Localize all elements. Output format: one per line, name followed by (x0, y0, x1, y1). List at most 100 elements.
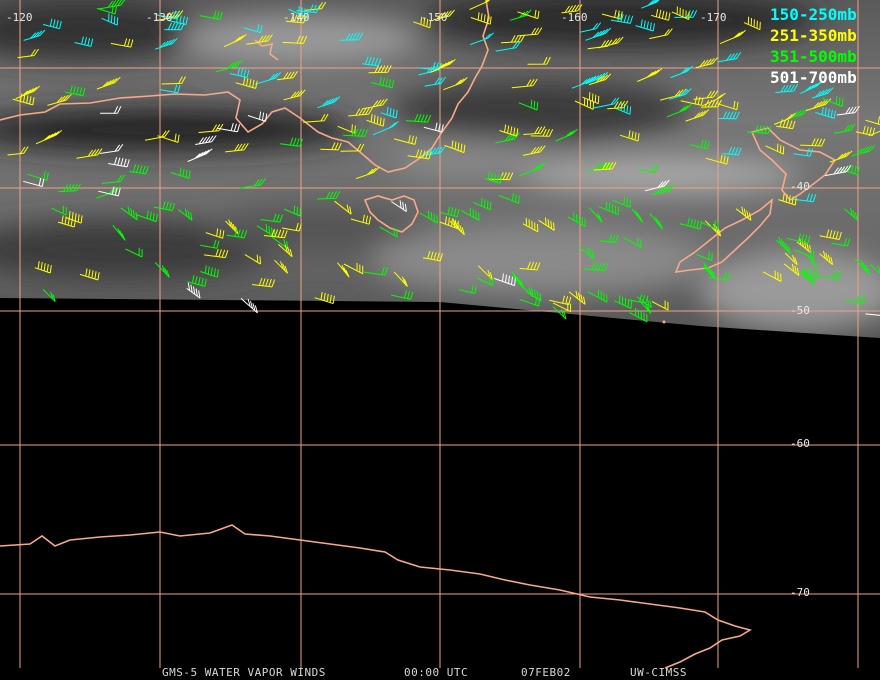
wind-barb (164, 22, 185, 31)
wind-barb (765, 143, 785, 155)
wind-barb (473, 198, 492, 211)
wind-barb (314, 291, 335, 304)
wind-barb (23, 29, 46, 41)
wind-barb (870, 264, 880, 274)
wind-barb (223, 34, 247, 48)
wind-barb (418, 64, 442, 76)
graticule-labels: -120 -130 -140 -150 -160 -170 -40 -50 -60 -70 (6, 11, 810, 599)
wind-barb (337, 124, 356, 134)
wind-barb (511, 78, 538, 89)
footer-time: 00:00 UTC (404, 666, 468, 679)
wind-barb (195, 135, 217, 145)
nz-south-coast (674, 198, 774, 273)
wind-barb (593, 161, 617, 171)
wind-barb (102, 174, 126, 184)
wind-barb (101, 13, 119, 26)
wind-barb (405, 113, 432, 123)
wind-barb (629, 307, 648, 323)
wind-barb (776, 119, 796, 130)
wind-barb (669, 88, 692, 100)
wind-barb (607, 100, 629, 110)
wind-barb (440, 206, 460, 218)
wind-barb (519, 261, 541, 271)
wind-barb (722, 146, 742, 156)
wind-barb (700, 99, 722, 108)
wind-barb (612, 196, 631, 208)
wind-barb (685, 109, 710, 122)
wind-barb (628, 294, 649, 304)
wind-barb (98, 186, 121, 197)
wind-barb (631, 208, 644, 223)
wind-barb (552, 302, 572, 313)
wind-barb (718, 111, 740, 120)
wind-barb (549, 295, 572, 306)
wind-barb (23, 177, 45, 187)
wind-barb (51, 205, 67, 216)
wind-barb (334, 200, 352, 215)
wind-barb (530, 128, 554, 137)
wind-barb (247, 111, 268, 122)
wind-barb (296, 4, 320, 13)
wind-barb (7, 146, 29, 156)
wind-barb (153, 201, 176, 212)
wind-barb (614, 102, 632, 115)
longitude-label: -150 (421, 11, 448, 24)
wind-barb (372, 121, 399, 136)
wind-barb (589, 207, 603, 223)
wind-barb (96, 5, 117, 15)
wind-barb (561, 4, 583, 14)
wind-barb (96, 76, 121, 90)
wind-barb (458, 284, 477, 294)
wind-barb (47, 93, 72, 106)
wind-barb (235, 77, 258, 89)
wind-barb (635, 19, 655, 32)
wind-barb (696, 251, 713, 262)
wind-barb (17, 48, 40, 59)
wind-barb (391, 200, 407, 213)
wind-barb (12, 93, 35, 106)
wind-barb (799, 268, 815, 286)
wind-barb (35, 129, 63, 145)
wind-barb (348, 107, 374, 117)
wind-barb (34, 261, 52, 274)
wind-barb (500, 34, 526, 44)
wind-barb (778, 193, 797, 206)
wind-barb (650, 9, 671, 21)
wind-barb (274, 259, 288, 274)
wind-barb (601, 9, 623, 20)
wind-barb (343, 128, 369, 137)
wind-barb (517, 27, 543, 37)
wind-barb (815, 106, 836, 119)
wind-barb (76, 148, 103, 159)
australia-coast (0, 0, 490, 173)
wind-barb (526, 287, 542, 302)
wind-barb (690, 139, 710, 150)
wind-barb (477, 276, 494, 287)
wind-barb (443, 77, 468, 91)
wind-barb (200, 240, 220, 249)
wind-barb (283, 89, 306, 101)
wind-barb (229, 67, 250, 78)
wind-barb (317, 96, 341, 109)
wind-barb (199, 10, 223, 21)
legend-entry: 351-500mb (770, 47, 857, 66)
wind-barb (762, 270, 782, 282)
wind-barb (379, 226, 398, 238)
wind-barb (200, 265, 219, 278)
wind-barb (568, 290, 586, 305)
wind-barb (368, 65, 392, 74)
wind-barb (794, 249, 815, 259)
wind-barb (718, 52, 742, 63)
wind-barb (99, 144, 124, 154)
legend: 150-250mb 251-350mb 351-500mb 501-700mb (770, 5, 857, 87)
wind-barb (277, 243, 293, 258)
wind-barb (217, 123, 241, 133)
wind-barb (679, 217, 703, 230)
wind-barb (839, 164, 860, 176)
wind-barb (244, 24, 263, 34)
wind-barb (170, 167, 191, 179)
wind-barb (522, 217, 539, 233)
wind-barb (282, 35, 308, 44)
wind-barb (423, 122, 444, 133)
wind-barb (522, 145, 546, 156)
